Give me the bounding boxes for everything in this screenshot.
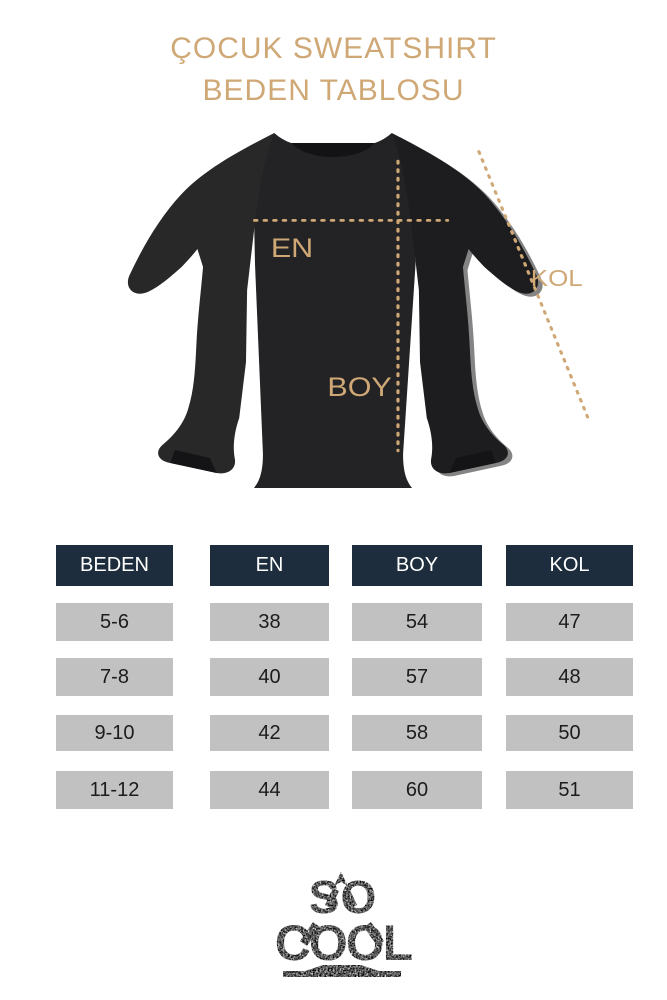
svg-text:COOL: COOL [275, 915, 412, 971]
